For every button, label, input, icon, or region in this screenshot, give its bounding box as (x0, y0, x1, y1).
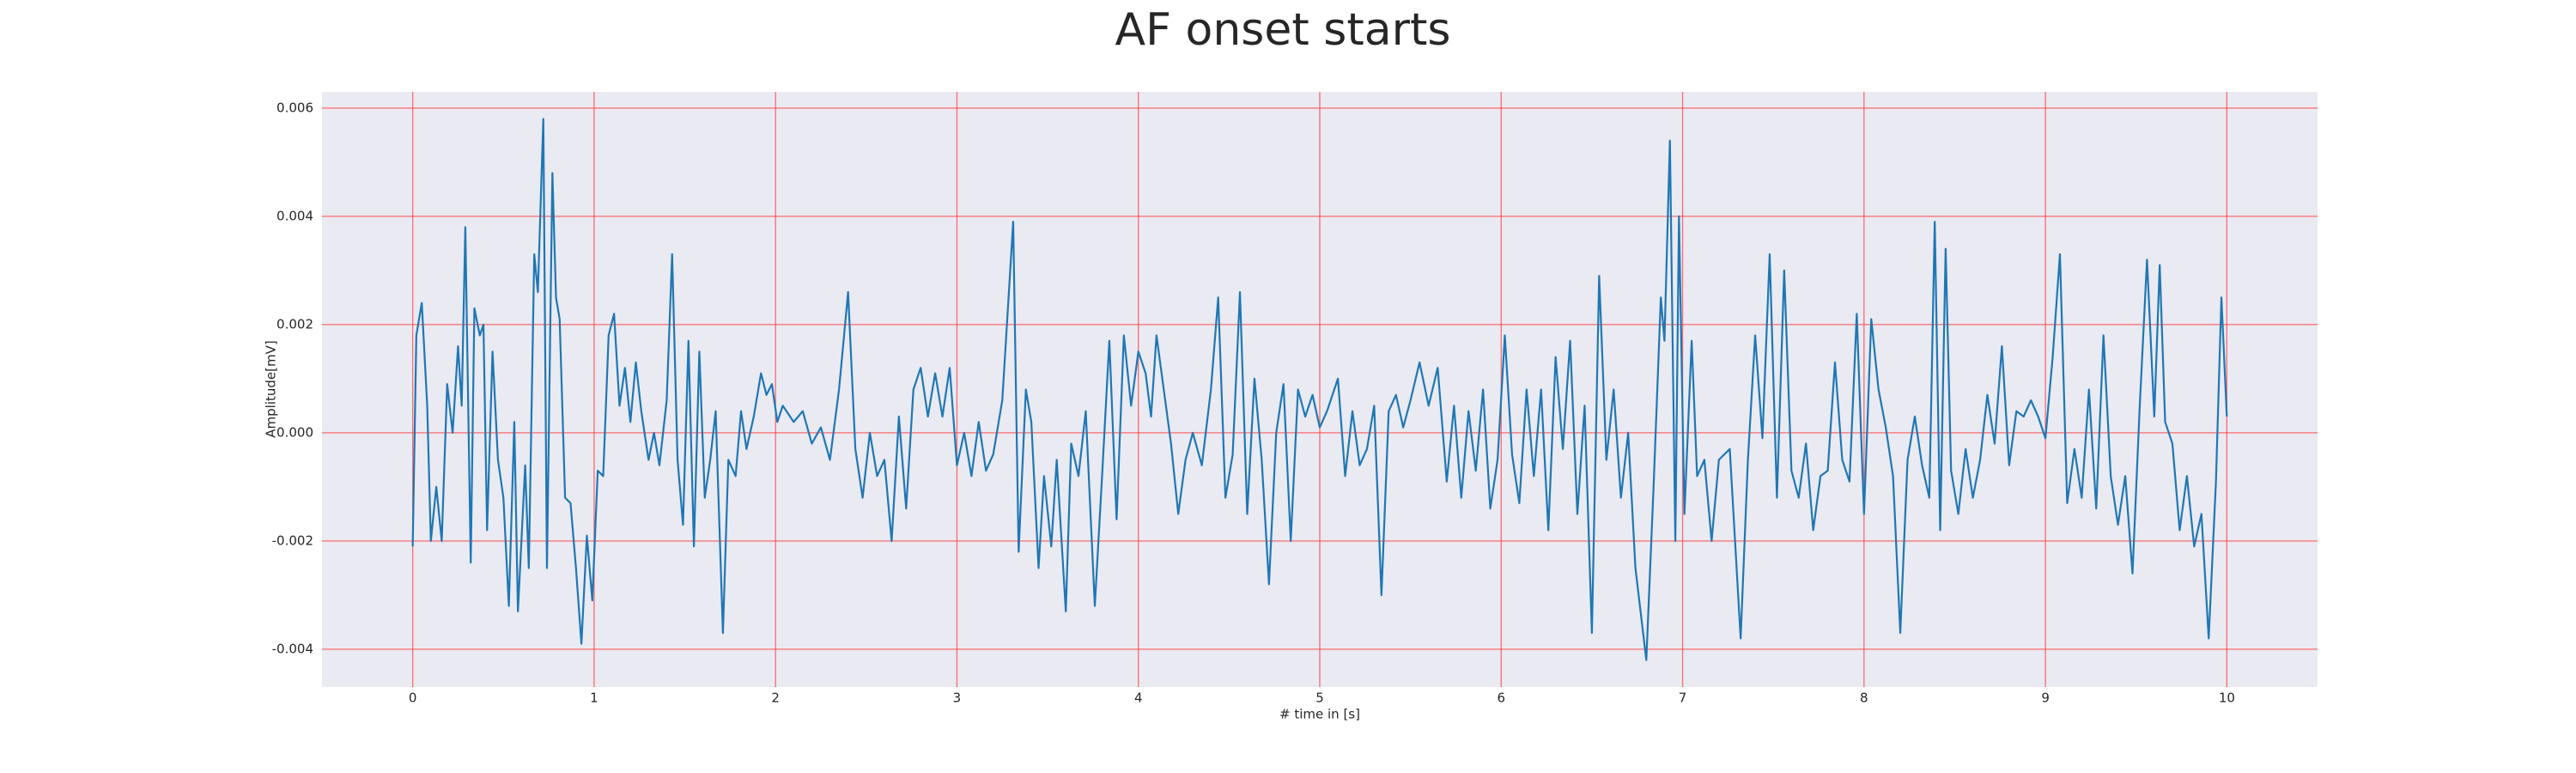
y-tick-label: 0.004 (276, 208, 313, 223)
y-tick-label: 0.000 (276, 424, 313, 440)
y-axis-label: Amplitude[mV] (264, 340, 279, 437)
y-tick-label: -0.002 (272, 533, 313, 548)
x-tick-label: 10 (2219, 691, 2235, 706)
signal-line (411, 118, 2228, 661)
x-tick-label: 8 (1860, 691, 1868, 706)
x-axis-label: # time in [s] (1279, 707, 1360, 722)
x-tick-label: 5 (1315, 691, 1324, 706)
y-tick-label: -0.004 (272, 641, 313, 656)
x-tick-label: 9 (2041, 691, 2050, 706)
x-tick-label: 4 (1134, 691, 1143, 706)
y-tick-label: 0.006 (276, 100, 313, 115)
x-tick-label: 7 (1679, 691, 1687, 706)
x-tick-label: 3 (953, 691, 962, 706)
x-tick-label: 2 (771, 691, 780, 706)
y-tick-label: 0.002 (276, 316, 313, 332)
x-tick-label: 0 (409, 691, 417, 706)
x-tick-label: 6 (1497, 691, 1505, 706)
x-tick-label: 1 (590, 691, 598, 706)
chart-title: AF onset starts (1115, 4, 1451, 56)
